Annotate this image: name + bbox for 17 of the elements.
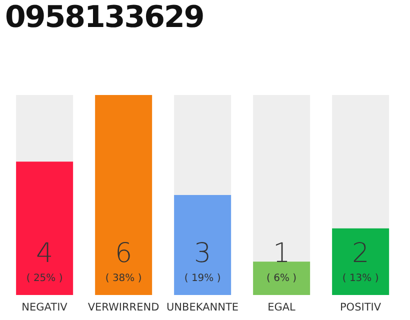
bar (253, 262, 310, 295)
x-tick-label: NEGATIV (22, 301, 68, 314)
data-label: 3 (194, 238, 212, 269)
annotation: ( 13% ) (342, 273, 379, 284)
annotation: ( 25% ) (26, 273, 63, 284)
annotation: ( 38% ) (105, 273, 142, 284)
data-label: 1 (272, 238, 290, 269)
data-label: 4 (36, 238, 54, 269)
annotation: ( 19% ) (184, 273, 221, 284)
x-tick-label: POSITIV (340, 301, 382, 314)
data-label: 2 (352, 238, 370, 269)
x-tick-label: EGAL (268, 301, 296, 314)
data-label: 6 (114, 238, 132, 269)
x-tick-label: UNBEKANNTE (166, 301, 239, 314)
x-tick-label: VERWIRREND (88, 301, 160, 314)
annotation: ( 6% ) (266, 273, 297, 284)
chart-title: 0958133629 (5, 0, 204, 35)
